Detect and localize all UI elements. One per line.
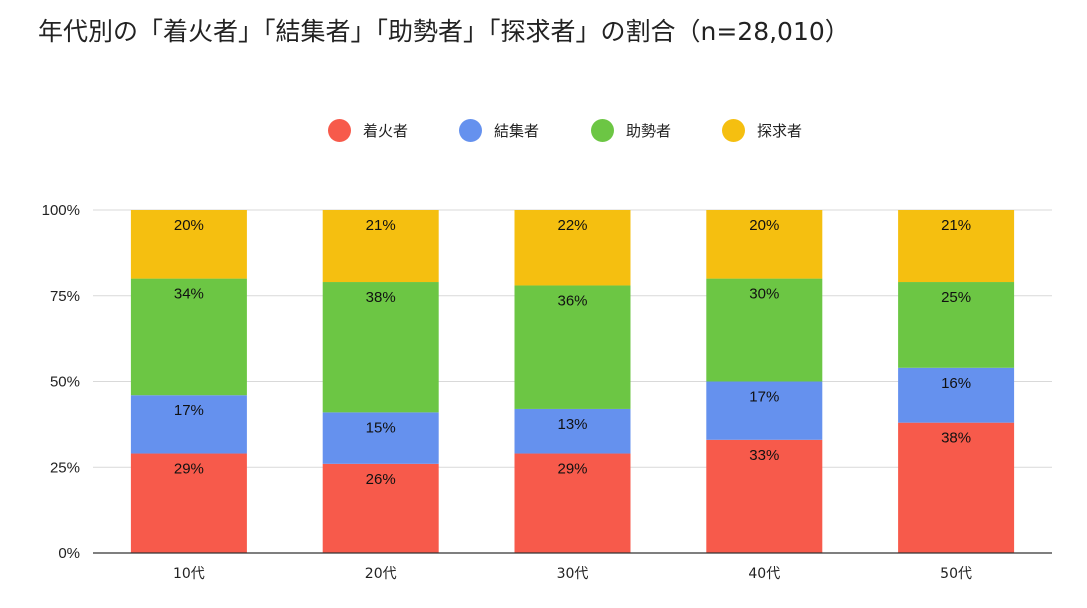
data-label: 25%: [941, 289, 971, 306]
y-tick-label: 50%: [50, 374, 80, 391]
data-label: 20%: [749, 217, 779, 234]
data-label: 29%: [557, 461, 587, 478]
data-label: 29%: [174, 461, 204, 478]
legend-item-助勢者: 助勢者: [591, 116, 671, 144]
chart-title: 年代別の「着火者」「結集者」「助勢者」「探求者」の割合（n=28,010）: [38, 17, 850, 46]
x-tick-label: 40代: [748, 566, 780, 582]
legend-item-結集者: 結集者: [459, 116, 539, 144]
legend-label: 着火者: [363, 121, 409, 140]
data-label: 30%: [749, 286, 779, 303]
x-tick-label: 20代: [365, 566, 397, 582]
y-tick-label: 75%: [50, 288, 80, 305]
bar-segment: [898, 282, 1015, 368]
legend-label: 助勢者: [626, 121, 672, 140]
legend-item-着火者: 着火者: [328, 116, 408, 144]
y-tick-label: 25%: [50, 459, 80, 476]
x-tick-label: 30代: [557, 566, 589, 582]
legend-swatch: [591, 118, 614, 142]
data-label: 33%: [749, 447, 779, 464]
data-label: 16%: [941, 375, 971, 392]
data-label: 38%: [941, 430, 971, 447]
bar-segment: [130, 395, 247, 454]
data-label: 20%: [174, 217, 204, 234]
bar-segment: [898, 210, 1015, 283]
legend-item-探求者: 探求者: [722, 116, 802, 144]
bar-segment: [322, 412, 439, 464]
bar-segment: [322, 463, 439, 553]
legend: 着火者 結集者 助勢者 探求者: [0, 116, 1087, 144]
y-tick-label: 100%: [42, 202, 80, 219]
data-label: 15%: [366, 419, 396, 436]
bar-segment: [322, 282, 439, 413]
legend-label: 探求者: [757, 121, 803, 140]
legend-swatch: [328, 118, 351, 142]
bar-segment: [706, 381, 823, 440]
bar-segment: [514, 408, 631, 454]
legend-swatch: [459, 118, 482, 142]
bar-segment: [706, 439, 823, 553]
data-label: 17%: [174, 402, 204, 419]
bar-segment: [706, 210, 823, 279]
bar-segment: [514, 453, 631, 553]
data-label: 34%: [174, 286, 204, 303]
bar-segment: [706, 278, 823, 382]
x-tick-label: 10代: [173, 566, 205, 582]
bar-segment: [898, 367, 1015, 423]
data-label: 21%: [941, 217, 971, 234]
y-tick-label: 0%: [58, 545, 80, 562]
data-label: 13%: [557, 416, 587, 433]
bar-segment: [322, 210, 439, 283]
bar-segment: [514, 210, 631, 286]
x-tick-label: 50代: [940, 566, 972, 582]
bar-segment: [514, 285, 631, 409]
data-label: 36%: [557, 292, 587, 309]
data-label: 21%: [366, 217, 396, 234]
bar-segment: [130, 210, 247, 279]
data-label: 26%: [366, 471, 396, 488]
legend-label: 結集者: [494, 121, 540, 140]
bar-segment: [130, 278, 247, 396]
data-label: 38%: [366, 289, 396, 306]
data-label: 17%: [749, 389, 779, 406]
bar-segment: [898, 422, 1015, 553]
legend-swatch: [722, 118, 745, 142]
bar-segment: [130, 453, 247, 553]
data-label: 22%: [557, 217, 587, 234]
